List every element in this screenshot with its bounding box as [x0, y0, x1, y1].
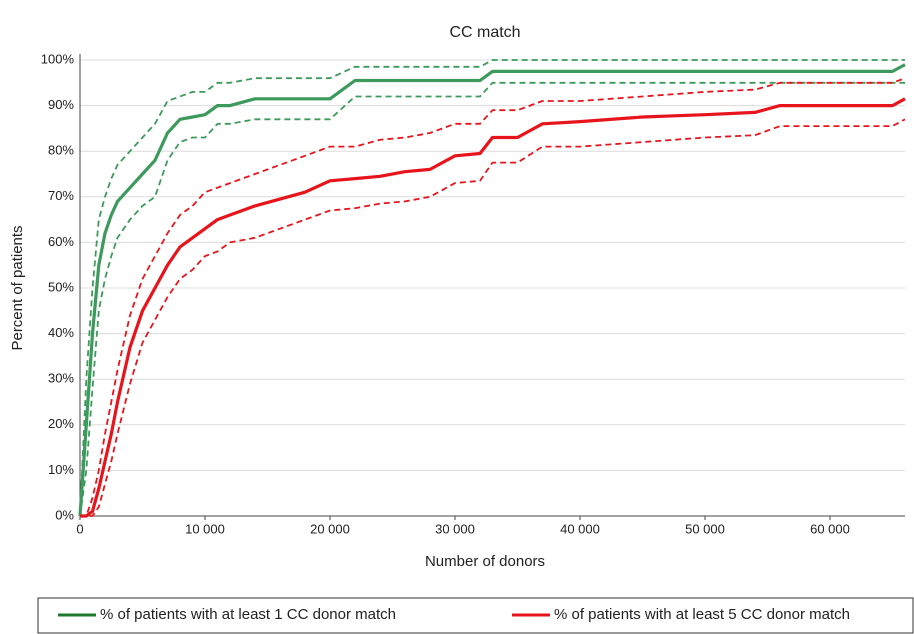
- y-tick-label: 20%: [48, 416, 74, 431]
- confidence-line: [80, 77, 906, 517]
- legend-text: % of patients with at least 5 CC donor m…: [554, 606, 850, 623]
- y-tick-label: 0%: [55, 507, 74, 522]
- y-tick-label: 80%: [48, 143, 74, 158]
- y-tick-label: 30%: [48, 371, 74, 386]
- x-tick-label: 10 000: [185, 521, 225, 536]
- x-tick-label: 40 000: [560, 521, 600, 536]
- y-tick-label: 60%: [48, 234, 74, 249]
- y-tick-label: 10%: [48, 462, 74, 477]
- y-axis-label: Percent of patients: [9, 225, 26, 350]
- y-tick-label: 70%: [48, 188, 74, 203]
- data-line: [80, 97, 906, 518]
- legend-box: [37, 597, 914, 634]
- x-tick-label: 0: [76, 521, 83, 536]
- x-tick-label: 30 000: [435, 521, 475, 536]
- data-line: [78, 63, 906, 517]
- y-tick-label: 100%: [41, 51, 75, 66]
- x-tick-label: 60 000: [810, 521, 850, 536]
- x-tick-label: 50 000: [685, 521, 725, 536]
- legend-text: % of patients with at least 1 CC donor m…: [100, 606, 396, 623]
- x-tick-label: 20 000: [310, 521, 350, 536]
- y-tick-label: 40%: [48, 325, 74, 340]
- confidence-line: [79, 81, 905, 517]
- chart-title: CC match: [449, 24, 520, 41]
- confidence-line: [80, 118, 906, 517]
- y-tick-label: 50%: [48, 279, 74, 294]
- y-tick-label: 90%: [48, 97, 74, 112]
- confidence-line: [79, 59, 905, 517]
- x-axis-label: Number of donors: [425, 553, 545, 570]
